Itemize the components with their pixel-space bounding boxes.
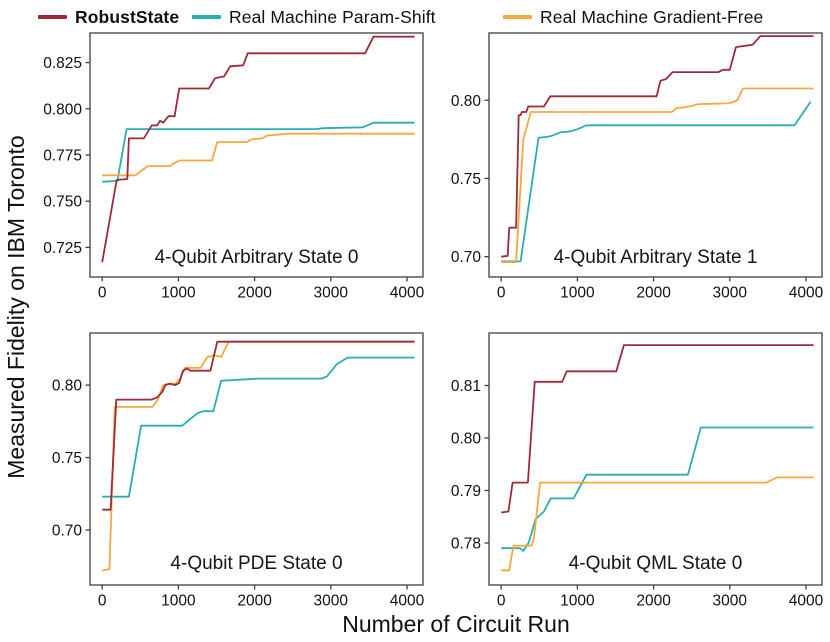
subplot-annotation-pde-state-0: 4-Qubit PDE State 0: [170, 553, 343, 574]
series-line-robuststate: [501, 35, 814, 258]
series-line-robuststate: [501, 344, 814, 514]
subplot-annotation-arbitrary-state-0: 4-Qubit Arbitrary State 0: [154, 247, 359, 268]
x-tick-label: 1000: [560, 593, 595, 610]
x-tick-label: 2000: [636, 593, 671, 610]
series-line-gradient-free: [501, 476, 814, 572]
legend-label: RobustState: [75, 6, 180, 27]
x-tick-label: 0: [497, 593, 506, 610]
x-tick-label: 1000: [161, 285, 196, 302]
legend-label: Real Machine Param-Shift: [229, 6, 436, 27]
x-tick-label: 2000: [237, 285, 272, 302]
y-tick-label: 0.80: [52, 378, 83, 395]
x-axis-label: Number of Circuit Run: [342, 611, 570, 637]
x-tick-label: 4000: [789, 285, 824, 302]
series-line-gradient-free: [102, 340, 415, 572]
series-line-param-shift: [501, 426, 814, 552]
x-tick-label: 3000: [314, 593, 349, 610]
y-tick-label: 0.725: [43, 240, 82, 257]
legend-item-param-shift: Real Machine Param-Shift: [192, 4, 436, 30]
x-tick-label: 2000: [636, 285, 671, 302]
y-tick-label: 0.75: [52, 450, 82, 467]
y-tick-label: 0.81: [451, 378, 481, 395]
y-tick-label: 0.75: [451, 171, 481, 188]
plot-frame: [89, 32, 424, 278]
y-tick-label: 0.750: [43, 194, 82, 211]
x-tick-label: 4000: [390, 285, 425, 302]
y-axis-label: Measured Fidelity on IBM Toronto: [3, 135, 29, 479]
legend: RobustState Real Machine Param-Shift Rea…: [0, 4, 830, 30]
x-tick-label: 0: [98, 593, 107, 610]
x-tick-label: 2000: [237, 593, 272, 610]
y-tick-label: 0.80: [451, 431, 482, 448]
robuststate-line-swatch: [38, 14, 67, 20]
y-tick-label: 0.775: [43, 148, 82, 165]
x-tick-label: 0: [98, 285, 107, 302]
legend-item-gradient-free: Real Machine Gradient-Free: [503, 4, 763, 30]
series-line-param-shift: [501, 101, 812, 263]
series-line-param-shift: [102, 121, 415, 183]
x-tick-label: 1000: [161, 593, 196, 610]
plot-frame: [488, 332, 823, 586]
series-line-robuststate: [102, 340, 415, 511]
y-tick-label: 0.800: [43, 101, 82, 118]
plot-frame: [89, 332, 424, 586]
x-tick-label: 4000: [789, 593, 824, 610]
x-tick-label: 4000: [390, 593, 425, 610]
x-tick-label: 3000: [314, 285, 349, 302]
x-tick-label: 1000: [560, 285, 595, 302]
y-tick-label: 0.78: [451, 536, 481, 553]
y-tick-label: 0.825: [43, 55, 82, 72]
y-tick-label: 0.80: [451, 93, 482, 110]
y-tick-label: 0.79: [451, 483, 481, 500]
series-line-param-shift: [102, 356, 415, 498]
plot-frame: [488, 32, 823, 278]
gradient-free-line-swatch: [503, 14, 532, 20]
subplot-annotation-qml-state-0: 4-Qubit QML State 0: [568, 553, 743, 574]
y-tick-label: 0.70: [52, 522, 83, 539]
y-tick-label: 0.70: [451, 249, 482, 266]
series-line-gradient-free: [102, 132, 415, 177]
series-line-gradient-free: [501, 87, 814, 264]
x-tick-label: 3000: [713, 285, 748, 302]
legend-item-robuststate: RobustState: [38, 4, 179, 30]
param-shift-line-swatch: [192, 14, 221, 20]
x-tick-label: 3000: [713, 593, 748, 610]
subplot-annotation-arbitrary-state-1: 4-Qubit Arbitrary State 1: [553, 247, 758, 268]
x-tick-label: 0: [497, 285, 506, 302]
series-line-robuststate: [101, 35, 415, 263]
legend-label: Real Machine Gradient-Free: [540, 6, 764, 27]
